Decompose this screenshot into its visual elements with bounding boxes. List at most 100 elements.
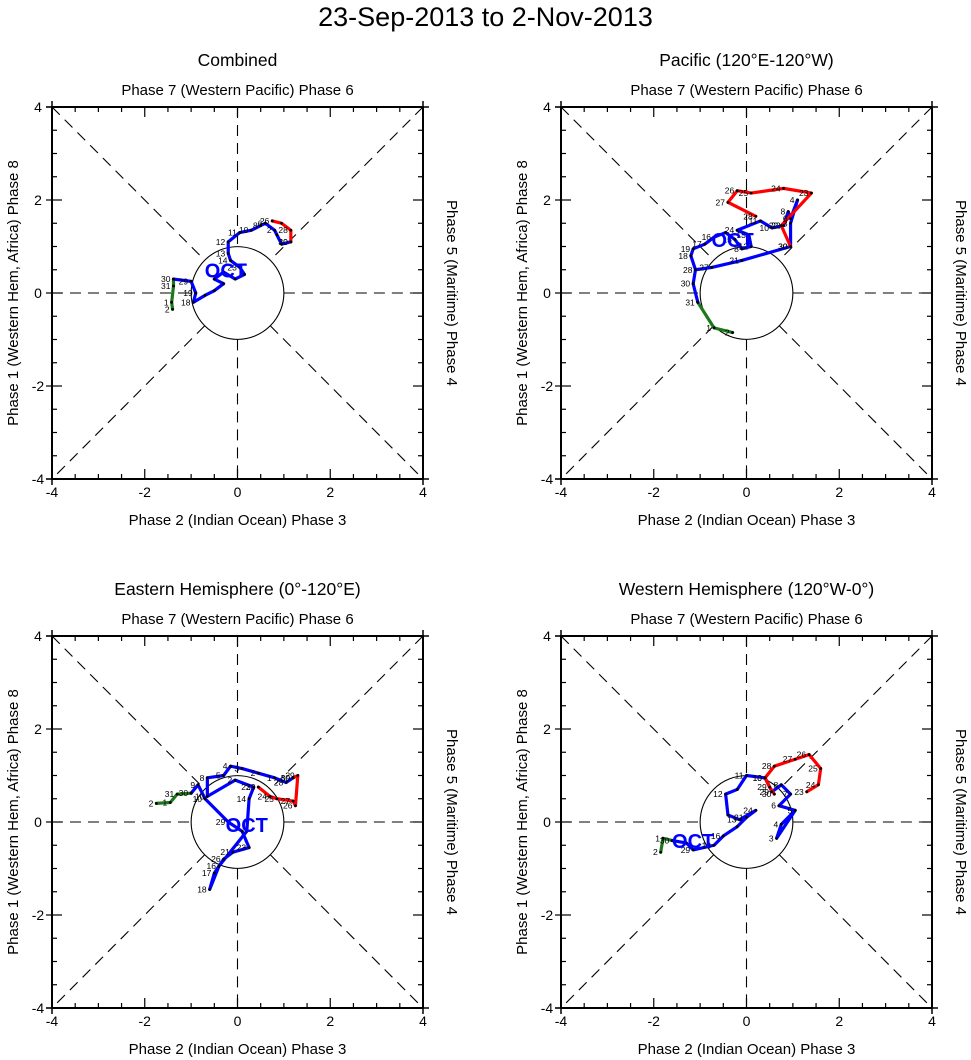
day-label: 13 [216,248,226,258]
unit-circle [190,246,285,340]
x-tick-label: -4 [555,484,568,500]
x-tick-label: -4 [555,1013,568,1029]
top-axis-label: Phase 7 (Western Pacific) Phase 6 [630,611,862,628]
day-label: 14 [237,794,247,804]
day-label: 3 [769,833,774,843]
day-point [782,224,785,227]
y-tick-label: -4 [541,471,554,487]
day-label: 8 [734,244,739,254]
day-point [189,279,193,283]
y-tick-label: 0 [34,285,42,301]
day-label: 28 [274,777,284,787]
day-label: 26 [211,854,221,864]
day-label: 1 [163,797,168,807]
day-label: 4 [774,819,779,829]
day-point [154,802,158,805]
day-label: 25 [808,764,818,774]
day-point [229,259,232,262]
month-label: OCT [672,831,714,853]
day-label: 8 [253,221,258,231]
day-point [770,790,774,794]
day-label: 30 [161,274,171,284]
day-label: 23 [794,787,804,797]
day-point [819,767,823,770]
day-label: 18 [181,297,191,307]
x-tick-label: 4 [419,484,427,500]
day-label: 30 [278,237,288,247]
day-label: 30 [762,789,772,799]
day-label: 6 [783,214,788,224]
day-point [789,792,792,796]
day-point [284,781,288,784]
day-point [238,231,242,234]
day-label: 2 [227,775,232,785]
day-point [226,820,230,824]
day-label: 23 [246,782,256,792]
day-point [273,228,276,232]
trajectory-oct [670,773,797,852]
day-label: 29 [681,845,691,855]
day-label: 23 [237,843,247,853]
day-point [229,764,232,768]
day-point [745,815,748,819]
day-point [807,753,811,756]
x-tick-label: 4 [928,484,936,500]
day-point [205,776,209,780]
day-point [735,189,739,193]
day-point [175,792,179,796]
day-point [733,238,737,241]
day-point [168,801,172,804]
day-label: 30 [660,836,670,846]
day-point [775,836,779,840]
day-label: 21 [734,812,744,822]
top-axis-label: Phase 7 (Western Pacific) Phase 6 [121,82,353,99]
day-point [777,804,781,808]
day-label: 7 [783,789,788,799]
y-tick-label: -2 [32,907,45,923]
day-label: 28 [683,265,693,275]
day-point [754,214,758,218]
phase-panel-3: Eastern Hemisphere (0°-120°E) Phase 7 (We… [5,579,460,1058]
day-label: 31 [161,281,171,291]
day-point [247,797,251,801]
right-axis-label: Phase 5 (Maritime) Phase 4 [952,729,969,915]
day-label: 27 [699,262,709,272]
panel-title: Combined [198,50,278,70]
day-point [240,829,244,833]
day-point [726,813,730,817]
day-point [768,785,772,789]
day-label: 29 [216,817,226,827]
day-point [226,252,230,255]
day-point [779,783,783,787]
day-label: 10 [239,225,249,235]
day-label: 18 [702,840,712,850]
day-point [275,233,279,237]
y-tick-label: -2 [541,378,554,394]
day-point [275,797,279,801]
day-point [172,277,175,281]
x-tick-label: 0 [234,1013,242,1029]
day-point [770,226,774,230]
day-point [222,282,225,286]
day-label: 16 [206,861,216,871]
trajectory-sep [170,277,176,311]
day-point [712,235,716,239]
day-point [196,783,200,787]
day-point [789,245,792,248]
day-point [789,217,792,221]
day-point [294,804,297,808]
day-point [247,846,251,849]
day-point [740,259,744,262]
day-point [259,224,263,227]
day-point [171,307,174,311]
day-point [816,783,820,787]
x-tick-label: -2 [139,484,152,500]
day-label: 3 [234,764,239,774]
day-point [256,771,260,775]
day-point [735,228,739,232]
day-label: 29 [179,276,189,286]
y-tick-label: 0 [543,285,551,301]
day-label: 27 [281,796,291,806]
day-label: 9 [190,780,195,790]
